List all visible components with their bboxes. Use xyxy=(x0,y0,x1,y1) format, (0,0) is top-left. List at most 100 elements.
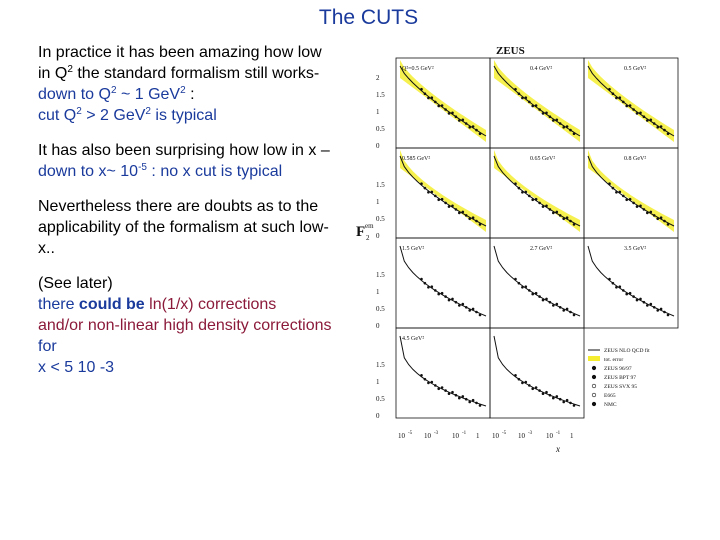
f2-panel: 4.5 GeV² xyxy=(395,327,491,419)
data-point xyxy=(663,219,666,223)
data-point xyxy=(427,381,430,385)
data-point xyxy=(440,197,444,201)
data-point xyxy=(548,393,552,397)
data-point xyxy=(545,111,548,115)
data-point xyxy=(531,387,534,391)
data-point xyxy=(632,201,635,205)
data-point xyxy=(663,310,666,314)
data-point xyxy=(451,111,454,115)
panel-q2-label: 2.7 GeV² xyxy=(530,246,552,252)
data-point xyxy=(639,111,642,115)
data-point xyxy=(572,404,576,407)
data-point xyxy=(447,298,451,302)
data-point xyxy=(521,191,524,194)
panel-q2-label: 0.5 GeV² xyxy=(624,66,646,72)
qcd-fit-curve xyxy=(587,245,675,317)
data-point xyxy=(558,397,562,401)
data-point xyxy=(478,132,482,136)
legend-marker xyxy=(591,401,597,407)
data-point xyxy=(538,201,541,205)
data-point xyxy=(652,122,656,125)
legend-entry: tot. error xyxy=(604,357,623,363)
data-point xyxy=(524,96,528,99)
data-point xyxy=(552,304,555,307)
x-tick-label: -1 xyxy=(556,431,561,436)
paragraph-q2-formalism: In practice it has been amazing how low … xyxy=(38,44,322,124)
data-point xyxy=(632,295,635,298)
data-point xyxy=(440,104,444,107)
data-point xyxy=(628,104,632,107)
data-point xyxy=(666,313,670,317)
svg-text:2: 2 xyxy=(366,234,370,242)
paragraph-doubts: Nevertheless there are doubts as to the … xyxy=(38,198,329,257)
data-point xyxy=(562,309,565,312)
data-point xyxy=(611,186,615,190)
data-point xyxy=(666,132,670,136)
panel-q2-label: 0.4 GeV² xyxy=(530,66,552,72)
data-point xyxy=(659,216,663,219)
x-axis-ticks: 10 -5 10 -3 10 -1 1 10 -5 10 -3 10 -1 1 xyxy=(398,431,574,440)
data-point xyxy=(552,211,555,215)
data-point xyxy=(461,302,465,306)
data-point xyxy=(635,112,639,115)
x-tick-label: 10 xyxy=(518,432,526,440)
y-tick-label: 2 xyxy=(376,74,380,82)
qcd-fit-curve xyxy=(399,335,487,407)
data-point xyxy=(538,295,541,298)
data-point xyxy=(420,277,423,281)
data-point xyxy=(545,204,548,208)
data-point xyxy=(517,377,521,381)
data-point xyxy=(437,292,440,296)
legend-band xyxy=(588,356,600,361)
data-point xyxy=(468,217,471,221)
data-point xyxy=(639,297,642,301)
data-point xyxy=(464,397,468,401)
data-point xyxy=(444,108,447,111)
data-point xyxy=(663,128,666,132)
f2-panel xyxy=(489,327,585,419)
data-point xyxy=(427,191,430,194)
data-point xyxy=(649,210,653,214)
data-point xyxy=(475,310,478,314)
data-point xyxy=(464,306,468,309)
x-tick-label: -3 xyxy=(528,431,533,436)
data-point xyxy=(622,100,625,104)
data-point xyxy=(562,126,565,129)
data-point xyxy=(461,395,465,398)
data-point xyxy=(475,401,478,405)
qcd-fit-curve xyxy=(399,65,487,137)
data-point xyxy=(572,313,576,317)
y-tick-label: 0.5 xyxy=(376,215,385,223)
data-point xyxy=(528,100,531,104)
legend-marker xyxy=(591,383,597,389)
data-point xyxy=(427,286,430,289)
data-point xyxy=(548,115,552,118)
paragraph-low-x: It has also been surprising how low in x… xyxy=(38,142,330,180)
data-point xyxy=(521,96,524,100)
data-point xyxy=(514,277,517,281)
data-point xyxy=(437,387,440,391)
x-tick-label: 10 xyxy=(452,432,460,440)
data-point xyxy=(538,389,541,392)
y-tick-label: 1.5 xyxy=(376,271,385,279)
x-tick-label: 10 xyxy=(492,432,500,440)
data-point xyxy=(622,289,625,292)
data-point xyxy=(565,216,569,219)
y-tick-label: 1.5 xyxy=(376,91,385,99)
data-point xyxy=(608,277,611,281)
data-point xyxy=(471,125,475,128)
data-point xyxy=(514,182,517,185)
data-point xyxy=(565,307,569,311)
y-tick-label: 1.5 xyxy=(376,181,385,189)
svg-text:F: F xyxy=(356,224,365,240)
legend-entry: ZEUS NLO QCD fit xyxy=(604,347,650,354)
data-point xyxy=(451,204,454,208)
x-tick-label: -3 xyxy=(434,431,439,436)
data-point xyxy=(464,122,468,125)
panel-q2-label: 0.65 GeV² xyxy=(530,156,555,162)
data-point xyxy=(555,395,559,398)
f2-panel: 0.5 GeV² xyxy=(583,57,679,149)
panel-q2-label: Q²=0.5 GeV² xyxy=(402,66,434,72)
data-point xyxy=(625,104,628,108)
data-point xyxy=(447,205,451,208)
